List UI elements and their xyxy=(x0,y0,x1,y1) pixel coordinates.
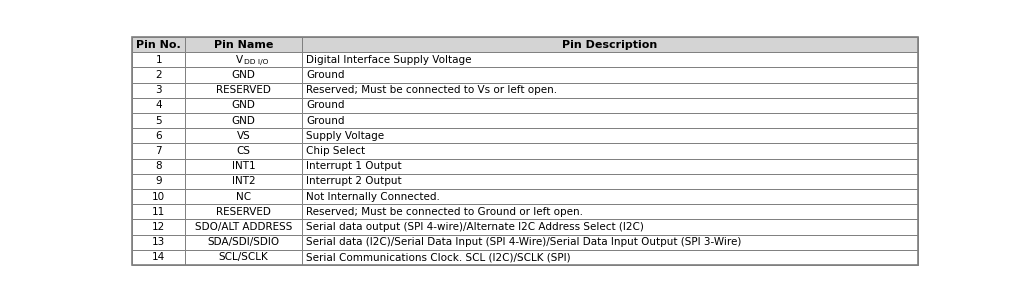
Text: Supply Voltage: Supply Voltage xyxy=(306,131,385,141)
Bar xyxy=(132,52,185,67)
Text: Chip Select: Chip Select xyxy=(306,146,366,156)
Bar xyxy=(302,52,918,67)
Text: 11: 11 xyxy=(152,207,165,217)
Bar xyxy=(185,189,302,204)
Text: DD I/O: DD I/O xyxy=(244,59,268,65)
Text: Pin Description: Pin Description xyxy=(562,40,657,50)
Bar xyxy=(302,235,918,250)
Bar xyxy=(132,83,185,98)
Bar xyxy=(302,83,918,98)
Bar xyxy=(302,37,918,52)
Bar xyxy=(185,37,302,52)
Text: 7: 7 xyxy=(156,146,162,156)
Bar xyxy=(185,158,302,174)
Text: Ground: Ground xyxy=(306,100,345,110)
Text: 3: 3 xyxy=(156,85,162,95)
Bar xyxy=(185,52,302,67)
Text: 5: 5 xyxy=(156,116,162,126)
Text: GND: GND xyxy=(231,70,255,80)
Text: 6: 6 xyxy=(156,131,162,141)
Bar xyxy=(132,204,185,219)
Bar xyxy=(132,235,185,250)
Bar xyxy=(185,235,302,250)
Text: SCL/SCLK: SCL/SCLK xyxy=(219,252,268,262)
Text: VS: VS xyxy=(237,131,251,141)
Bar xyxy=(132,67,185,83)
Text: INT2: INT2 xyxy=(231,176,255,186)
Bar xyxy=(302,113,918,128)
Bar xyxy=(302,174,918,189)
Bar xyxy=(132,250,185,265)
Bar xyxy=(302,98,918,113)
Bar xyxy=(185,250,302,265)
Bar xyxy=(185,219,302,235)
Bar xyxy=(185,174,302,189)
Bar xyxy=(185,83,302,98)
Bar xyxy=(185,128,302,144)
Text: RESERVED: RESERVED xyxy=(216,85,271,95)
Bar xyxy=(132,219,185,235)
Bar xyxy=(302,219,918,235)
Bar xyxy=(302,67,918,83)
Text: GND: GND xyxy=(231,100,255,110)
Text: 8: 8 xyxy=(156,161,162,171)
Text: 12: 12 xyxy=(152,222,165,232)
Text: CS: CS xyxy=(237,146,251,156)
Text: 13: 13 xyxy=(152,237,165,247)
Text: 4: 4 xyxy=(156,100,162,110)
Text: Serial data output (SPI 4-wire)/Alternate I2C Address Select (I2C): Serial data output (SPI 4-wire)/Alternat… xyxy=(306,222,644,232)
Bar xyxy=(302,204,918,219)
Text: NC: NC xyxy=(236,192,251,202)
Bar xyxy=(302,144,918,158)
Text: RESERVED: RESERVED xyxy=(216,207,271,217)
Text: Serial Communications Clock. SCL (I2C)/SCLK (SPI): Serial Communications Clock. SCL (I2C)/S… xyxy=(306,252,571,262)
Text: INT1: INT1 xyxy=(231,161,255,171)
Text: Not Internally Connected.: Not Internally Connected. xyxy=(306,192,440,202)
Bar xyxy=(302,189,918,204)
Text: SDA/SDI/SDIO: SDA/SDI/SDIO xyxy=(208,237,280,247)
Bar xyxy=(185,67,302,83)
Bar xyxy=(185,144,302,158)
Text: 9: 9 xyxy=(156,176,162,186)
Text: Digital Interface Supply Voltage: Digital Interface Supply Voltage xyxy=(306,55,472,65)
Bar xyxy=(132,113,185,128)
Text: 2: 2 xyxy=(156,70,162,80)
Bar xyxy=(132,37,185,52)
Bar xyxy=(132,98,185,113)
Text: Pin No.: Pin No. xyxy=(136,40,181,50)
Bar xyxy=(132,144,185,158)
Text: Reserved; Must be connected to Vs or left open.: Reserved; Must be connected to Vs or lef… xyxy=(306,85,557,95)
Text: 10: 10 xyxy=(153,192,165,202)
Text: 1: 1 xyxy=(156,55,162,65)
Bar xyxy=(132,128,185,144)
Text: V: V xyxy=(237,55,244,65)
Bar xyxy=(132,189,185,204)
Text: Interrupt 1 Output: Interrupt 1 Output xyxy=(306,161,402,171)
Bar xyxy=(132,158,185,174)
Bar xyxy=(302,128,918,144)
Bar xyxy=(302,250,918,265)
Text: Pin Name: Pin Name xyxy=(214,40,273,50)
Bar xyxy=(185,113,302,128)
Text: Reserved; Must be connected to Ground or left open.: Reserved; Must be connected to Ground or… xyxy=(306,207,584,217)
Text: Ground: Ground xyxy=(306,70,345,80)
Text: SDO/ALT ADDRESS: SDO/ALT ADDRESS xyxy=(195,222,292,232)
Bar xyxy=(185,98,302,113)
Bar xyxy=(302,158,918,174)
Text: GND: GND xyxy=(231,116,255,126)
Text: Interrupt 2 Output: Interrupt 2 Output xyxy=(306,176,402,186)
Text: 14: 14 xyxy=(152,252,165,262)
Text: Ground: Ground xyxy=(306,116,345,126)
Bar xyxy=(132,174,185,189)
Text: Serial data (I2C)/Serial Data Input (SPI 4-Wire)/Serial Data Input Output (SPI 3: Serial data (I2C)/Serial Data Input (SPI… xyxy=(306,237,741,247)
Bar xyxy=(185,204,302,219)
